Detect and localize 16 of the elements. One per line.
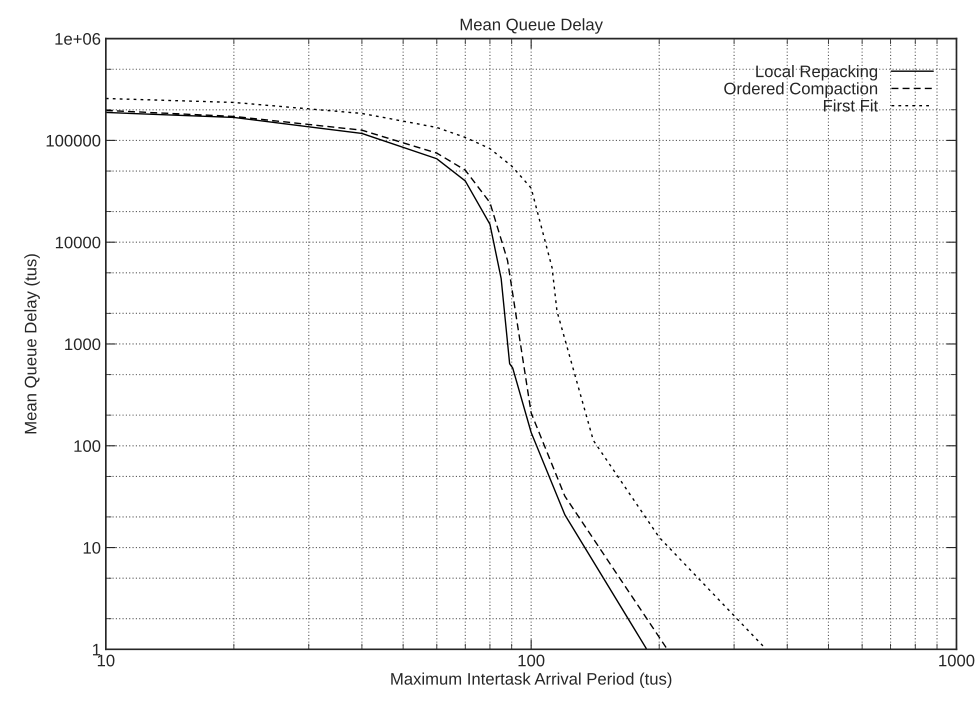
y-tick-label: 1 xyxy=(92,644,100,656)
x-axis-title: Maximum Intertask Arrival Period (tus) xyxy=(391,672,672,688)
x-tick-label: 10 xyxy=(98,654,114,666)
y-tick-label: 1e+06 xyxy=(55,33,100,45)
chart-title: Mean Queue Delay xyxy=(460,18,603,34)
y-tick-label: 1000 xyxy=(65,338,100,350)
legend-label: Ordered Compaction xyxy=(724,82,878,98)
legend-label: First Fit xyxy=(824,99,878,112)
y-tick-label: 100000 xyxy=(46,134,100,147)
y-axis-title: Mean Queue Delay (tus) xyxy=(24,254,40,434)
x-tick-label: 100 xyxy=(518,654,544,666)
legend-label: Local Repacking xyxy=(756,64,878,81)
x-tick-label: 1000 xyxy=(939,654,974,666)
y-tick-label: 10000 xyxy=(56,236,100,248)
y-tick-label: 10 xyxy=(84,542,100,554)
y-tick-label: 100 xyxy=(74,440,100,452)
